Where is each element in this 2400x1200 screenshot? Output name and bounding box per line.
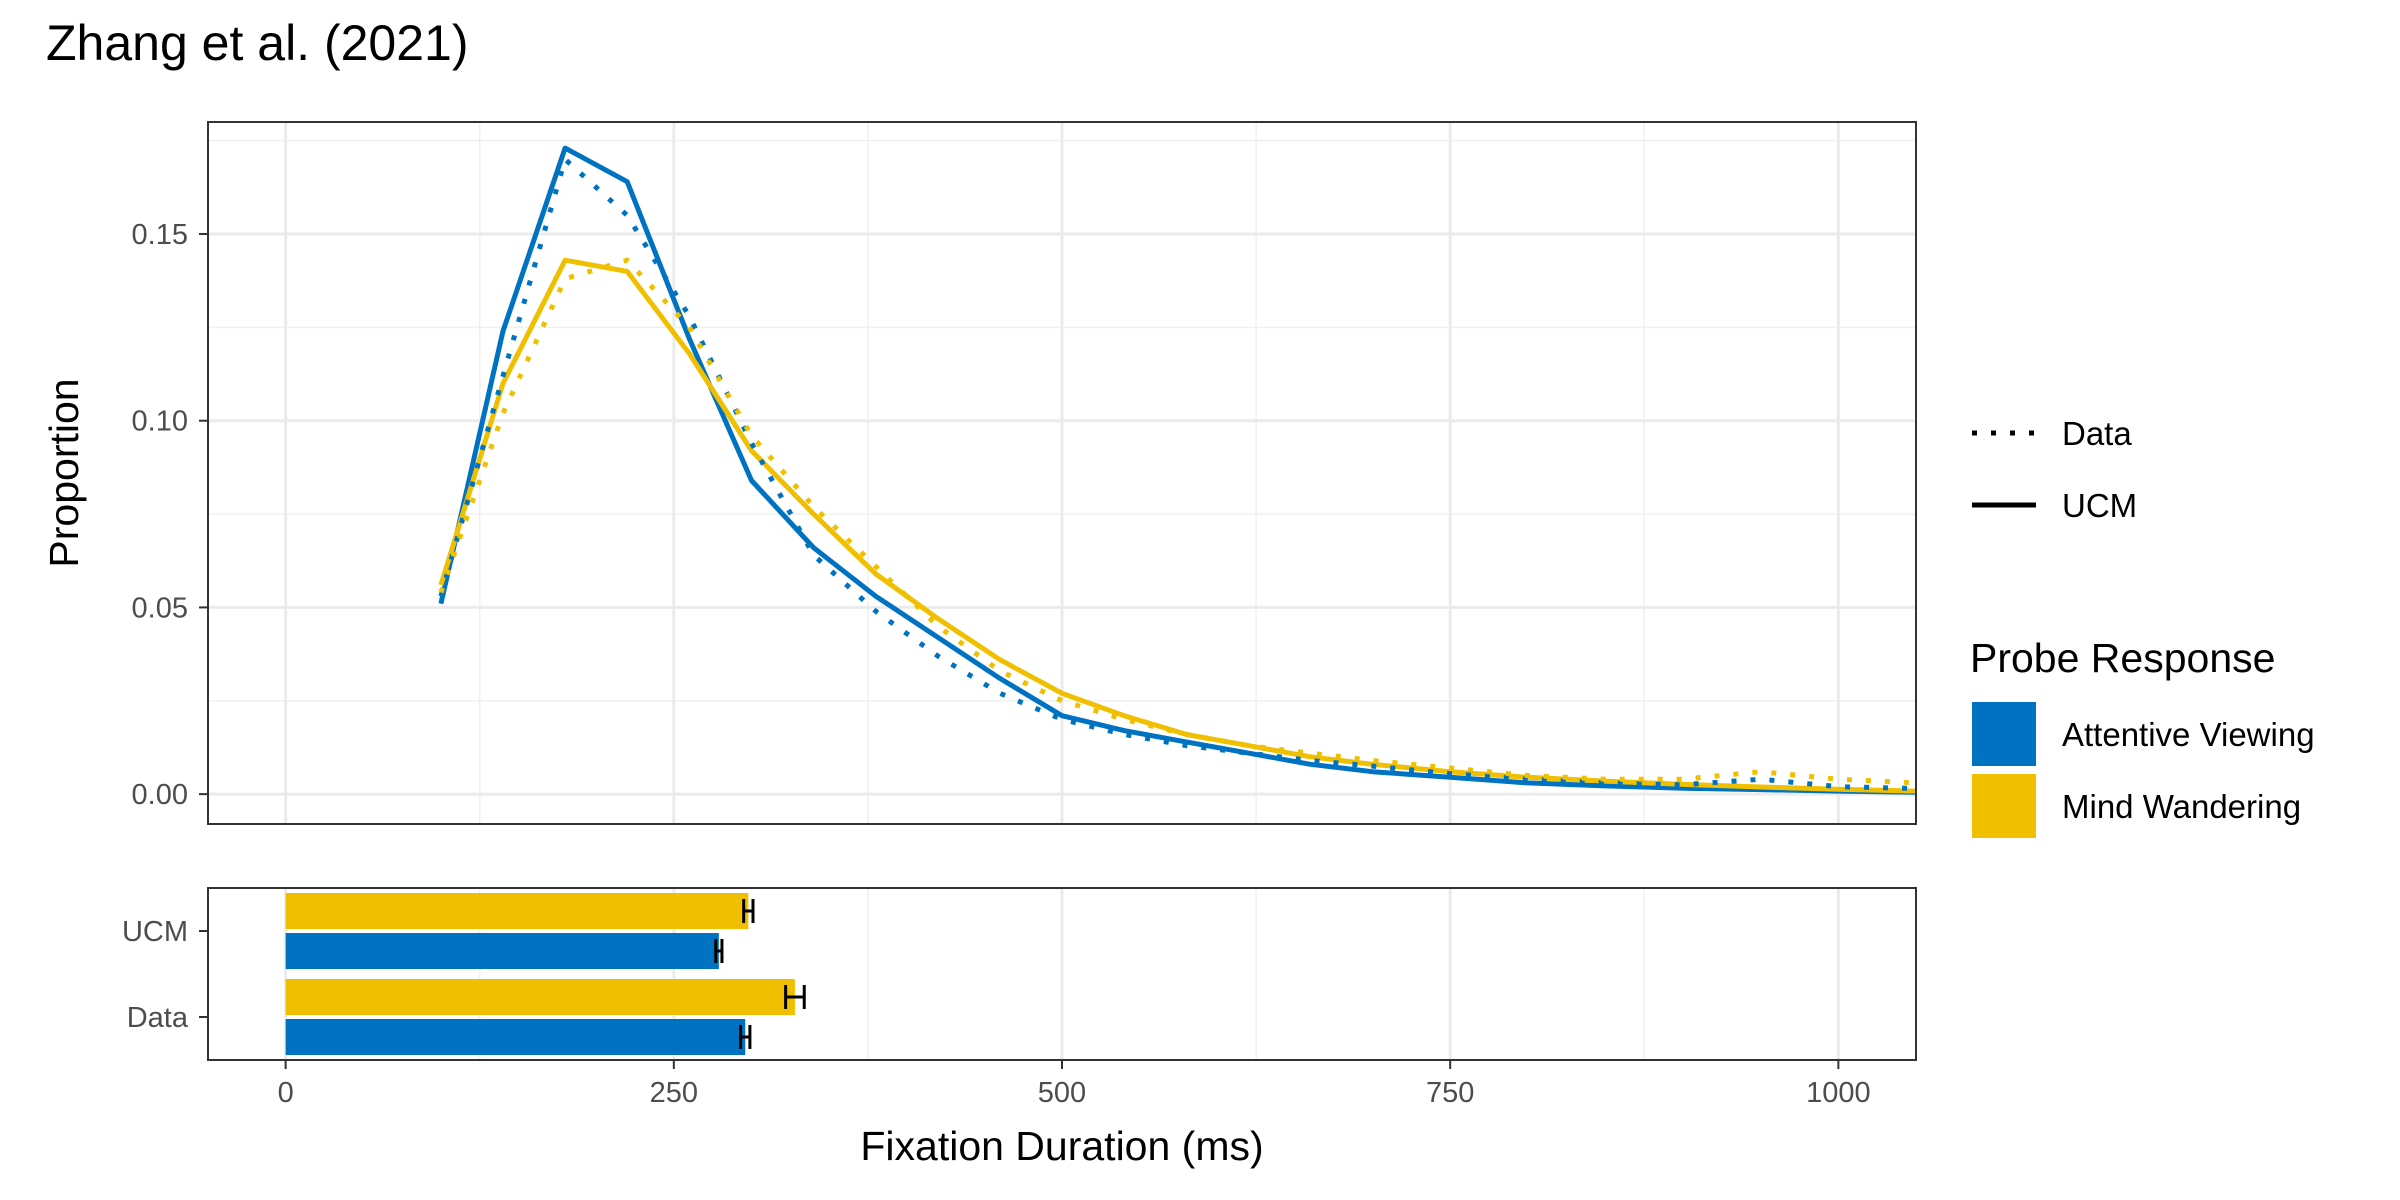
y-tick-label: 0.15 bbox=[132, 219, 188, 251]
error-bar-data-attentive-viewing bbox=[739, 1025, 752, 1049]
bar-category-label: Data bbox=[127, 1002, 189, 1034]
line-panel-y-axis: 0.00 0.05 0.10 0.15 bbox=[132, 219, 208, 811]
bar-ucm-attentive-viewing bbox=[285, 933, 719, 969]
series-line-mind-wandering-ucm bbox=[438, 257, 1916, 794]
x-tick-label: 0 bbox=[278, 1077, 294, 1109]
error-bar-ucm-mind-wandering bbox=[742, 899, 755, 923]
bar-data-mind-wandering bbox=[285, 979, 795, 1015]
bar-category-label: UCM bbox=[122, 916, 188, 948]
x-axis-title: Fixation Duration (ms) bbox=[860, 1123, 1263, 1169]
legend-label-attentive-viewing: Attentive Viewing bbox=[2062, 716, 2315, 753]
y-axis-title: Proportion bbox=[41, 378, 87, 567]
x-tick-label: 1000 bbox=[1806, 1077, 1871, 1109]
y-tick-label: 0.10 bbox=[132, 406, 188, 438]
series-line-attentive-viewing-ucm bbox=[438, 145, 1916, 795]
bar-data-attentive-viewing bbox=[285, 1019, 746, 1055]
error-bar-data-mind-wandering bbox=[784, 985, 806, 1009]
x-tick-label: 250 bbox=[650, 1077, 698, 1109]
chart-title: Zhang et al. (2021) bbox=[46, 15, 469, 71]
legend-label-mind-wandering: Mind Wandering bbox=[2062, 788, 2301, 825]
y-tick-label: 0.00 bbox=[132, 779, 188, 811]
x-tick-label: 500 bbox=[1038, 1077, 1086, 1109]
legend-label-ucm: UCM bbox=[2062, 487, 2137, 524]
legend-swatch-attentive-viewing bbox=[1972, 702, 2036, 766]
line-panel-series bbox=[438, 145, 1916, 795]
line-panel-border bbox=[207, 121, 1917, 825]
legend: Data UCM Probe Response Attentive Viewing Mi… bbox=[1970, 415, 2315, 838]
legend-title: Probe Response bbox=[1970, 635, 2275, 681]
legend-swatch-mind-wandering bbox=[1972, 774, 2036, 838]
x-axis: 0 250 500 750 1000 bbox=[278, 1060, 1871, 1109]
y-tick-label: 0.05 bbox=[132, 592, 188, 624]
bar-ucm-mind-wandering bbox=[285, 893, 749, 929]
x-tick-label: 750 bbox=[1426, 1077, 1474, 1109]
legend-label-data: Data bbox=[2062, 415, 2132, 452]
bar-panel-bars bbox=[285, 893, 806, 1055]
error-bar-ucm-attentive-viewing bbox=[714, 939, 724, 963]
bar-panel-y-axis: UCM Data bbox=[122, 916, 208, 1034]
line-panel-grid bbox=[208, 122, 1916, 824]
